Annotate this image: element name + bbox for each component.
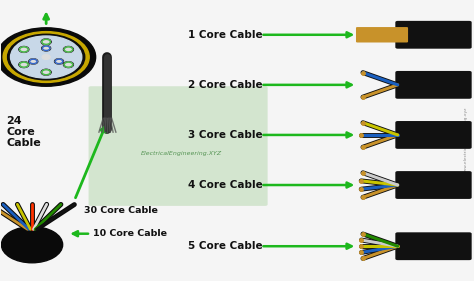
Text: 5 Core Cable: 5 Core Cable <box>188 241 262 251</box>
Text: 3 Core Cable: 3 Core Cable <box>188 130 262 140</box>
FancyBboxPatch shape <box>395 171 472 199</box>
Circle shape <box>19 62 28 67</box>
Circle shape <box>10 36 82 78</box>
Text: 1 Core Cable: 1 Core Cable <box>188 30 262 40</box>
Circle shape <box>42 46 51 51</box>
Circle shape <box>29 59 38 64</box>
Circle shape <box>55 59 63 64</box>
FancyBboxPatch shape <box>395 232 472 260</box>
Circle shape <box>64 47 73 52</box>
Circle shape <box>64 62 73 67</box>
Circle shape <box>29 59 37 64</box>
Text: www.electricalengineering.xyz: www.electricalengineering.xyz <box>464 107 467 174</box>
Text: ElectricalEngineering.XYZ: ElectricalEngineering.XYZ <box>140 151 221 155</box>
Circle shape <box>64 47 73 52</box>
Circle shape <box>3 32 89 82</box>
Text: 24
Core
Cable: 24 Core Cable <box>6 116 41 148</box>
Circle shape <box>42 70 50 75</box>
Circle shape <box>19 47 29 52</box>
Circle shape <box>8 34 85 80</box>
FancyBboxPatch shape <box>395 21 472 49</box>
Circle shape <box>19 62 29 67</box>
Circle shape <box>41 69 51 75</box>
FancyBboxPatch shape <box>395 71 472 99</box>
FancyBboxPatch shape <box>356 27 408 42</box>
Text: 4 Core Cable: 4 Core Cable <box>188 180 262 190</box>
Circle shape <box>41 39 51 45</box>
Circle shape <box>64 62 73 67</box>
Text: 30 Core Cable: 30 Core Cable <box>84 206 158 215</box>
Circle shape <box>19 47 28 52</box>
Circle shape <box>55 59 64 64</box>
Text: 10 Core Cable: 10 Core Cable <box>93 229 167 238</box>
FancyBboxPatch shape <box>89 86 268 206</box>
Circle shape <box>43 46 50 51</box>
Circle shape <box>0 28 96 86</box>
Circle shape <box>1 226 63 263</box>
FancyBboxPatch shape <box>395 121 472 149</box>
Circle shape <box>42 39 50 44</box>
Circle shape <box>42 55 50 59</box>
Text: 2 Core Cable: 2 Core Cable <box>188 80 262 90</box>
